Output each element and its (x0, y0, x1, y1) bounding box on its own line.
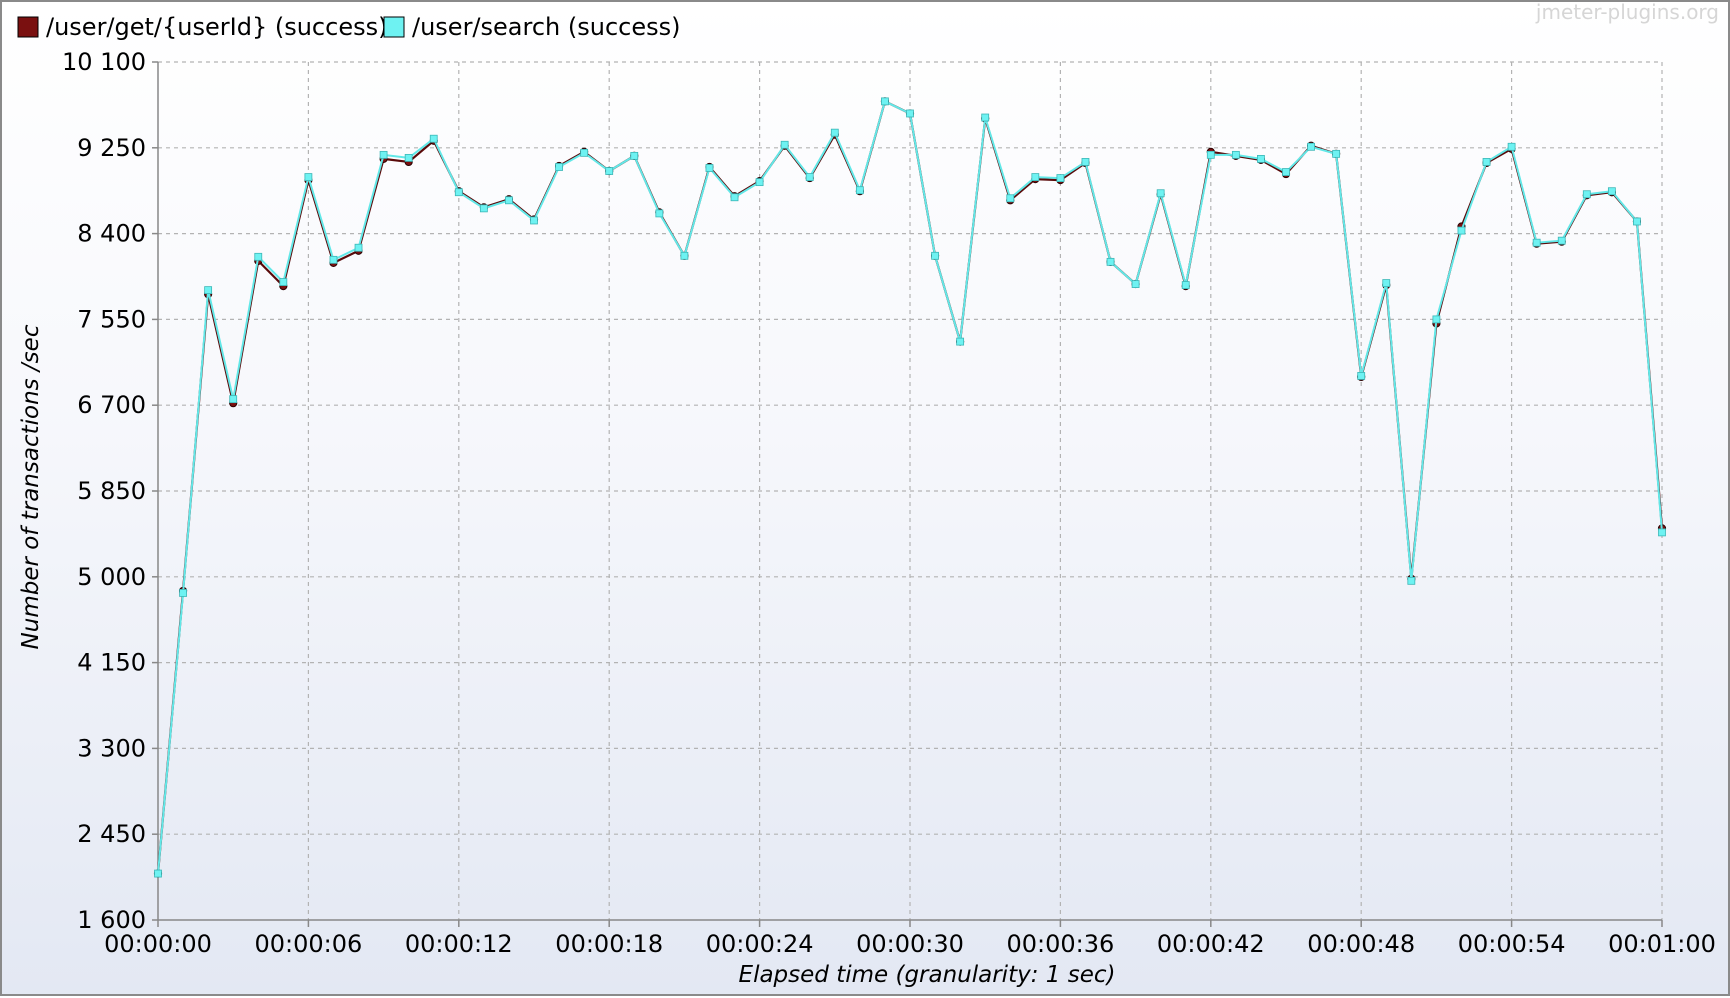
data-point (705, 164, 714, 172)
data-point (354, 243, 363, 252)
x-tick-label: 00:00:18 (555, 930, 663, 958)
legend-label-get: /user/get/{userId} (success) (46, 13, 387, 41)
legend-swatch-get (17, 16, 39, 38)
data-point (680, 251, 689, 260)
data-point (1557, 236, 1566, 245)
y-tick-label: 1 600 (77, 906, 146, 934)
y-tick-label: 8 400 (77, 220, 146, 248)
data-point (1156, 189, 1165, 198)
data-point (1257, 155, 1265, 163)
y-tick-label: 2 450 (77, 820, 146, 848)
data-point (1507, 142, 1516, 151)
data-point (1006, 194, 1015, 203)
data-point (1206, 150, 1215, 159)
data-point (855, 186, 864, 195)
legend-swatch-search (383, 16, 405, 38)
data-point (1482, 158, 1491, 166)
x-tick-label: 00:00:42 (1157, 930, 1265, 958)
x-tick-label: 00:01:00 (1608, 930, 1716, 958)
data-point (1532, 238, 1541, 247)
x-tick-label: 00:00:36 (1007, 930, 1115, 958)
x-axis-title: Elapsed time (granularity: 1 sec) (739, 962, 1116, 988)
data-point (479, 204, 488, 213)
data-point (279, 278, 288, 286)
data-point (1106, 257, 1115, 266)
watermark: jmeter-plugins.org (1535, 2, 1719, 24)
data-point (1231, 150, 1240, 159)
y-axis-title: Number of transactions /sec (18, 324, 44, 649)
data-point (956, 337, 965, 346)
legend-label-search: /user/search (success) (412, 13, 680, 41)
data-point (1382, 279, 1391, 287)
data-point (379, 150, 388, 159)
x-tick-label: 00:00:00 (104, 930, 212, 958)
x-tick-label: 00:00:30 (856, 930, 964, 958)
data-point (1432, 315, 1441, 324)
data-point (1633, 217, 1641, 226)
y-tick-label: 10 100 (62, 48, 146, 76)
data-point (254, 252, 263, 261)
x-tick-label: 00:00:06 (255, 930, 363, 958)
data-point (1357, 372, 1366, 380)
grid (158, 61, 1663, 920)
y-tick-label: 7 550 (77, 305, 146, 333)
data-point (1181, 281, 1190, 289)
data-point (931, 251, 939, 260)
data-point (204, 286, 213, 295)
series-1 (154, 97, 1666, 878)
data-point (1582, 190, 1591, 199)
data-point (555, 163, 563, 171)
x-tick-label: 00:00:54 (1458, 930, 1566, 958)
series (153, 97, 1667, 878)
data-point (830, 128, 839, 137)
y-tick-label: 6 700 (77, 391, 146, 419)
data-point (730, 193, 739, 202)
y-axis-ticks: 1 600 2 450 3 300 4 150 5 000 5 850 6 700 7 550… (62, 48, 158, 934)
data-point (1407, 576, 1416, 585)
data-point (1457, 226, 1466, 235)
x-tick-label: 00:00:48 (1307, 930, 1415, 958)
data-point (1307, 142, 1315, 151)
data-point (329, 255, 338, 264)
data-point (454, 188, 463, 197)
data-point (1056, 174, 1065, 182)
data-point (881, 97, 889, 106)
data-point (404, 153, 413, 162)
y-tick-label: 5 000 (77, 563, 146, 591)
data-point (1658, 528, 1666, 537)
data-point (505, 196, 513, 205)
data-point (530, 216, 538, 225)
y-tick-label: 5 850 (77, 477, 146, 505)
data-point (1081, 158, 1090, 166)
data-point (981, 113, 990, 122)
data-point (429, 134, 438, 143)
data-point (580, 148, 589, 157)
legend: /user/get/{userId} (success) /user/searc… (17, 13, 680, 41)
data-point (605, 167, 614, 175)
y-tick-label: 9 250 (77, 134, 146, 162)
data-point (1031, 173, 1040, 181)
data-point (630, 151, 639, 160)
data-point (780, 140, 789, 149)
x-tick-label: 00:00:12 (405, 930, 513, 958)
y-tick-label: 4 150 (77, 649, 146, 677)
data-point (1332, 149, 1341, 158)
data-point (304, 173, 313, 181)
data-point (179, 589, 187, 597)
data-point (755, 178, 764, 187)
data-point (805, 173, 814, 181)
data-point (655, 209, 664, 218)
data-point (1282, 168, 1290, 176)
x-axis-ticks: 00:00:00 00:00:06 00:00:12 00:00:18 00:00:24… (104, 920, 1716, 958)
data-point (1607, 187, 1616, 196)
data-point (229, 395, 238, 404)
data-point (154, 869, 162, 878)
data-point (906, 109, 914, 118)
y-tick-label: 3 300 (77, 734, 146, 762)
x-tick-label: 00:00:24 (706, 930, 814, 958)
data-point (1131, 280, 1140, 288)
